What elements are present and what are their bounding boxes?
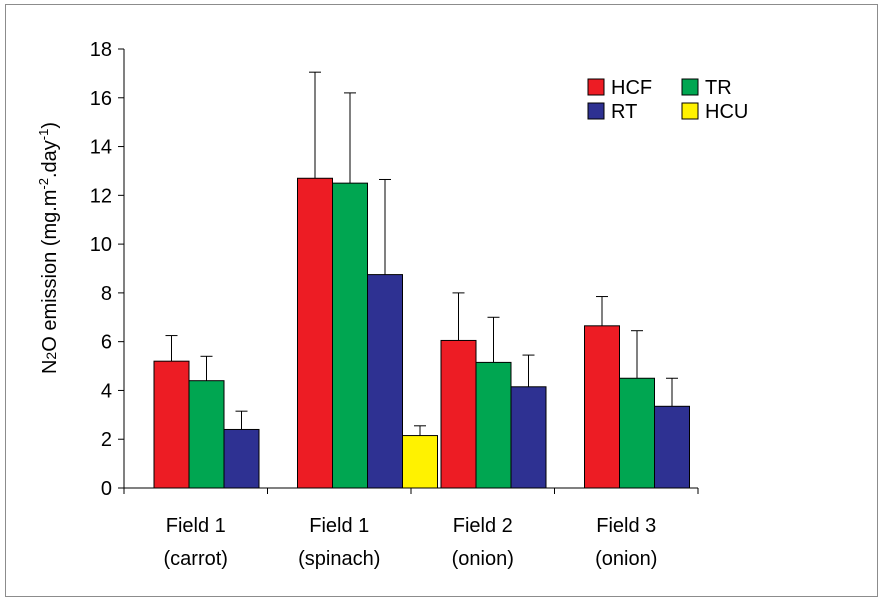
y-tick-label: 2 <box>101 429 112 451</box>
x-tick-label: Field 1 <box>166 515 226 537</box>
y-tick-label: 10 <box>90 234 112 256</box>
legend-swatch-hcf <box>587 78 605 96</box>
x-tick-label-sub: (onion) <box>452 548 514 570</box>
legend-label-rt: RT <box>611 101 637 123</box>
legend-swatch-tr <box>681 78 699 96</box>
bar-rt <box>654 405 690 489</box>
legend-swatch-rt <box>587 102 605 120</box>
bar-hcu <box>402 435 438 489</box>
legend-label-tr: TR <box>705 77 732 99</box>
bar-tr <box>475 361 512 489</box>
bar-rt <box>510 386 547 489</box>
chart-frame: 0 2 4 6 8 10 12 14 16 18 Field 1 (carrot) Field 1 (sp… <box>5 4 878 597</box>
bar-hcf <box>584 325 620 489</box>
legend-swatch-hcu <box>681 102 699 120</box>
x-tick-label-sub: (carrot) <box>164 548 228 570</box>
bar-hcf <box>440 339 477 489</box>
bar-tr <box>332 182 368 489</box>
y-axis-label: N2O emission (mg.m-2.day-1) <box>36 122 61 374</box>
y-tick-label: 16 <box>90 88 112 110</box>
y-tick-label: 0 <box>101 478 112 500</box>
bar-chart: 0 2 4 6 8 10 12 14 16 18 Field 1 (carrot) Field 1 (sp… <box>36 39 748 570</box>
bar-rt <box>367 274 403 489</box>
bar-hcf <box>153 360 190 489</box>
legend-label-hcf: HCF <box>611 77 652 99</box>
y-tick-label: 12 <box>90 185 112 207</box>
legend: HCF TR RT HCU <box>587 77 748 123</box>
bar-rt <box>223 428 260 489</box>
y-tick-label: 8 <box>101 283 112 305</box>
bar-tr <box>619 377 655 489</box>
x-tick-label-sub: (spinach) <box>298 548 380 570</box>
bar-hcf <box>297 177 333 489</box>
y-tick-label: 4 <box>101 380 112 402</box>
x-tick-label-sub: (onion) <box>595 548 657 570</box>
x-tick-label: Field 1 <box>309 515 369 537</box>
y-tick-label: 18 <box>90 39 112 61</box>
bar-tr <box>188 380 225 489</box>
y-tick-label: 14 <box>90 137 112 159</box>
y-tick-label: 6 <box>101 332 112 354</box>
x-tick-label: Field 2 <box>453 515 513 537</box>
legend-label-hcu: HCU <box>705 101 748 123</box>
x-tick-label: Field 3 <box>596 515 656 537</box>
plot-area: 0 2 4 6 8 10 12 14 16 18 Field 1 (carrot) Field 1 (sp… <box>90 39 699 570</box>
